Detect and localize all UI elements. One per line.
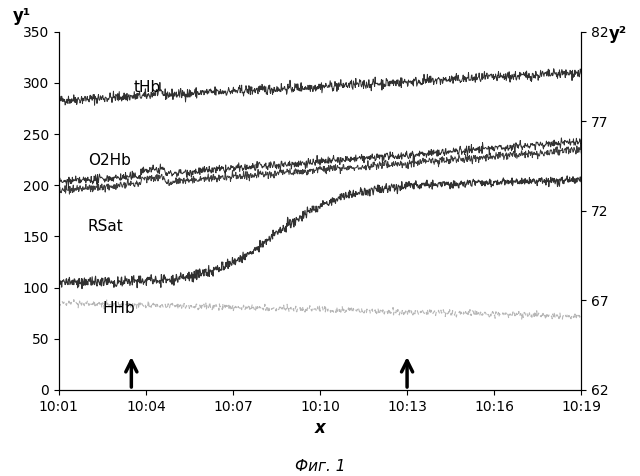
Text: O2Hb: O2Hb <box>88 153 131 168</box>
Text: tHb: tHb <box>134 80 161 95</box>
Y-axis label: y²: y² <box>609 25 627 43</box>
Text: HHb: HHb <box>102 301 135 316</box>
Text: Фиг. 1: Фиг. 1 <box>295 459 345 474</box>
Text: RSat: RSat <box>88 219 124 234</box>
Y-axis label: y¹: y¹ <box>13 7 31 25</box>
X-axis label: x: x <box>315 419 325 437</box>
